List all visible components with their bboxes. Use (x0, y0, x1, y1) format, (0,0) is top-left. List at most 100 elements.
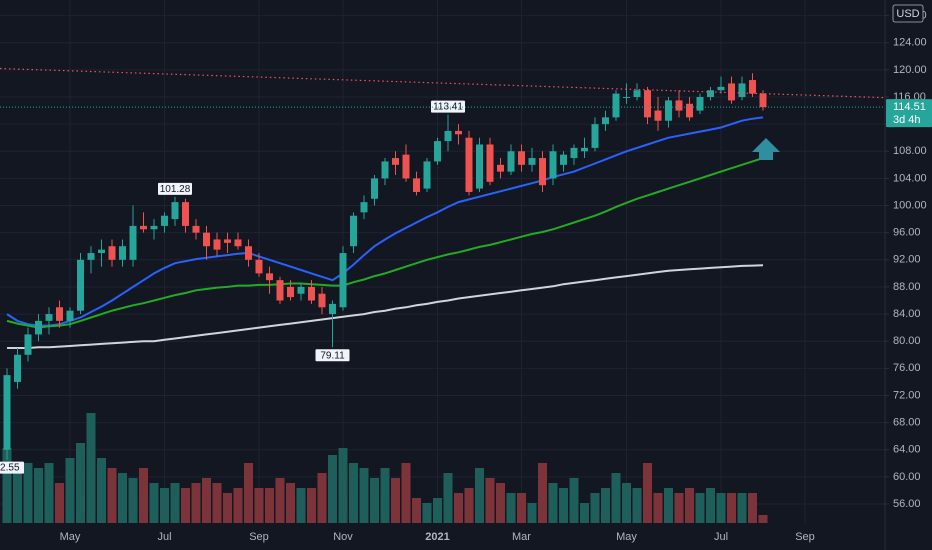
candle-body (518, 151, 525, 165)
candle-body (371, 178, 378, 199)
volume-bar (685, 488, 694, 523)
y-tick-label: 120.00 (893, 64, 927, 76)
last-price-box (886, 99, 932, 128)
candle-body (35, 320, 42, 335)
volume-bar (475, 468, 484, 523)
volume-bar (349, 463, 358, 523)
candle-body (360, 202, 368, 213)
candle-body (612, 93, 620, 118)
candle-body (444, 130, 452, 142)
volume-bar (653, 493, 663, 523)
y-tick-label: 80.00 (893, 335, 921, 347)
volume-bar (559, 488, 568, 523)
volume-bar (13, 468, 22, 523)
candle-body (182, 202, 189, 226)
volume-bar (716, 493, 726, 523)
candle-body (644, 90, 651, 118)
volume-bar (370, 478, 379, 523)
volume-bar (443, 473, 453, 523)
y-tick-label: 84.00 (893, 308, 921, 320)
last-price: 114.51 (893, 101, 926, 113)
volume-bar (23, 463, 33, 523)
volume-bar (622, 483, 631, 523)
volume-bar (34, 468, 43, 523)
volume-bar (748, 493, 757, 523)
volume-bar (286, 483, 295, 523)
candle-body (45, 314, 53, 321)
volume-bar (254, 488, 264, 523)
candle-body (591, 124, 599, 148)
volume-bar (328, 455, 337, 523)
volume-bar (338, 448, 348, 523)
candle-body (686, 103, 693, 118)
candle-body (486, 144, 494, 182)
volume-bar (44, 463, 54, 523)
candle-body (98, 249, 105, 254)
candle-body (276, 280, 284, 301)
volume-bar (139, 468, 148, 523)
candle-body (423, 161, 431, 189)
candle-body (119, 246, 126, 260)
candle-body (3, 375, 11, 450)
candle-body (350, 215, 357, 247)
volume-bar (538, 463, 547, 523)
volume-bar (506, 493, 516, 523)
candle-body (245, 246, 252, 260)
candle-body (633, 90, 641, 98)
candle-body (66, 310, 74, 321)
volume-bar (695, 493, 705, 523)
volume-bar (191, 483, 201, 523)
y-tick-label: 108.00 (893, 145, 927, 157)
x-tick-label: May (616, 531, 637, 543)
candles (3, 73, 767, 460)
x-tick-label: May (60, 531, 81, 543)
candle-body (266, 273, 273, 281)
price-label-box (158, 182, 192, 195)
candle-body (402, 154, 410, 179)
candle-body (339, 253, 347, 308)
volume-bar (611, 473, 621, 523)
candle-body (213, 239, 221, 250)
volume-bar (632, 488, 642, 523)
volume-bar (485, 478, 495, 523)
price-label: 113.41 (433, 102, 463, 113)
y-tick-label: 64.00 (893, 444, 921, 456)
moving-average (6, 157, 764, 329)
volume-bar (412, 498, 421, 523)
candle-body (497, 164, 504, 172)
x-tick-label: Jul (714, 531, 728, 543)
volume-bar (76, 443, 85, 523)
volume (2, 413, 768, 523)
candle-body (602, 117, 609, 125)
currency-box[interactable] (892, 4, 924, 23)
volume-bar (401, 463, 411, 523)
volume-bar (86, 413, 96, 523)
candle-body (507, 151, 515, 172)
candle-body (528, 158, 536, 165)
volume-bar (317, 473, 327, 523)
candle-body (381, 161, 389, 179)
candle-body (140, 225, 147, 230)
candle-body (318, 293, 326, 308)
volume-bar (2, 448, 12, 523)
volume-bar (590, 493, 600, 523)
volume-bar (97, 458, 106, 523)
candle-body (696, 97, 704, 111)
candle-body (171, 202, 179, 220)
volume-bar (160, 488, 169, 523)
price-label: 62.55 (0, 463, 20, 474)
candle-body (413, 178, 420, 192)
volume-bar (643, 463, 652, 523)
candle-body (150, 225, 158, 230)
y-tick-label: 96.00 (893, 227, 921, 239)
candle-body (287, 286, 294, 298)
volume-bar (275, 478, 285, 523)
x-tick-label: 2021 (425, 531, 449, 543)
candle-body (623, 97, 630, 99)
candle-body (717, 86, 725, 91)
volume-bar (233, 488, 243, 523)
candle-body (654, 110, 662, 121)
volume-bar (359, 468, 369, 523)
